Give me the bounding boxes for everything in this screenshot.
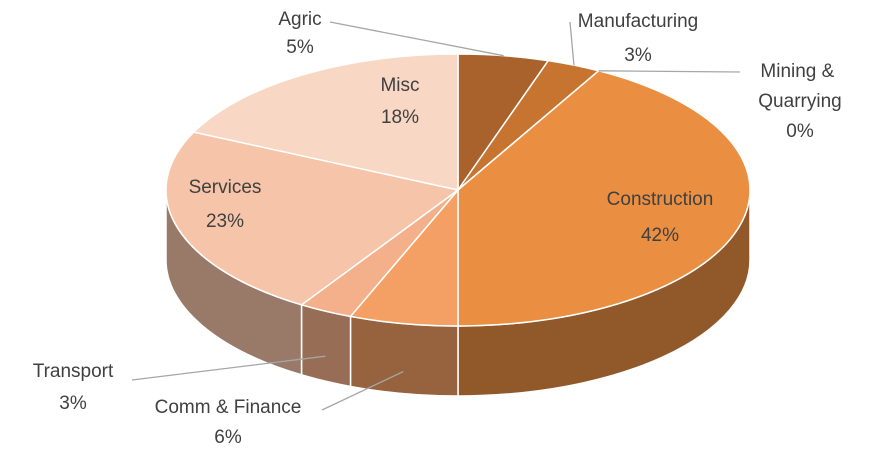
- value-label: 6%: [214, 427, 242, 448]
- slice-side: [300, 303, 352, 388]
- value-label: 0%: [786, 121, 814, 142]
- slice: [165, 131, 460, 306]
- category-label: Comm & Finance: [155, 397, 302, 418]
- leader-line: [329, 21, 504, 57]
- category-label: Services: [189, 177, 262, 198]
- value-label: 23%: [206, 211, 244, 232]
- value-label: 3%: [624, 45, 652, 66]
- leader-line: [321, 371, 404, 411]
- pie-sides: [165, 189, 751, 397]
- leader-line: [569, 21, 575, 66]
- category-label: Transport: [33, 361, 114, 382]
- data-labels: Agric 5% Manufacturing 3% Mining & Quarrying…: [33, 9, 842, 448]
- label-line: Quarrying: [758, 91, 841, 112]
- category-label: Mining & Quarrying: [758, 61, 841, 112]
- slice: [457, 69, 751, 327]
- category-label: Agric: [278, 9, 321, 30]
- category-label: Misc: [380, 75, 419, 96]
- leader-line: [598, 70, 741, 73]
- value-label: 3%: [59, 393, 87, 414]
- slice-side: [349, 315, 459, 397]
- leader-line: [131, 355, 326, 381]
- value-label: 5%: [286, 37, 314, 58]
- value-label: 42%: [641, 225, 679, 246]
- category-label: Manufacturing: [578, 11, 698, 32]
- category-label: Construction: [607, 189, 714, 210]
- value-label: 18%: [381, 107, 419, 128]
- label-line: Mining &: [760, 61, 839, 82]
- slice: [192, 53, 459, 191]
